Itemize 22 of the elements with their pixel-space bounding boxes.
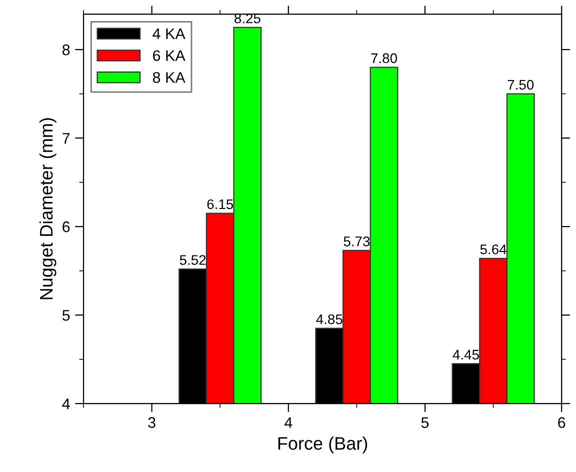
data-label: 4.85 [316,314,342,324]
data-label: 5.52 [180,255,206,265]
y-tick-label: 6 [62,221,70,232]
x-tick-label: 6 [558,417,566,428]
data-label: 6.15 [207,199,234,210]
data-label: 7.80 [371,53,397,64]
data-label: 4.45 [452,350,479,360]
data-label: 7.50 [508,80,534,90]
data-label: 5.73 [344,236,370,246]
legend-label: 6 KA [153,50,186,62]
x-tick-label: 4 [284,417,292,428]
x-axis-title: Force (Bar) [278,436,368,454]
y-axis-title: Nugget Diameter (mm) [39,118,56,300]
y-tick-label: 8 [62,44,70,56]
data-label: 5.64 [480,244,506,254]
legend-label: 4 KA [152,28,186,39]
x-tick-label: 5 [421,417,429,428]
y-tick-label: 5 [62,310,70,321]
x-tick-label: 3 [148,417,156,428]
legend-label: 8 KA [152,72,186,83]
y-tick-label: 4 [62,398,70,410]
y-tick-label: 7 [62,133,70,144]
